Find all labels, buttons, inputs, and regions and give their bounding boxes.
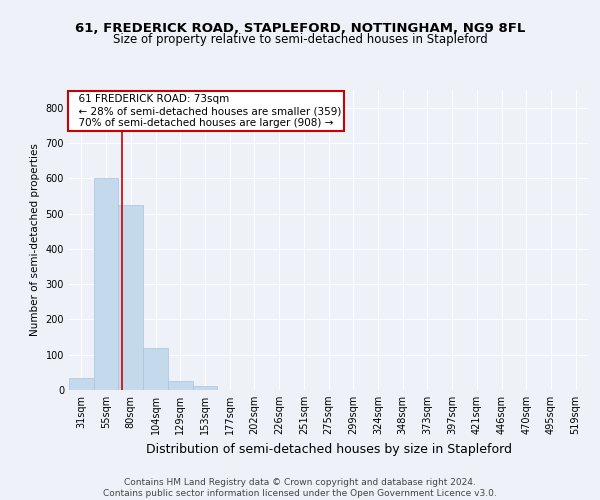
- Text: Size of property relative to semi-detached houses in Stapleford: Size of property relative to semi-detach…: [113, 32, 487, 46]
- Text: 61 FREDERICK ROAD: 73sqm
  ← 28% of semi-detached houses are smaller (359)
  70%: 61 FREDERICK ROAD: 73sqm ← 28% of semi-d…: [71, 94, 341, 128]
- Y-axis label: Number of semi-detached properties: Number of semi-detached properties: [30, 144, 40, 336]
- Text: Contains HM Land Registry data © Crown copyright and database right 2024.
Contai: Contains HM Land Registry data © Crown c…: [103, 478, 497, 498]
- Text: 61, FREDERICK ROAD, STAPLEFORD, NOTTINGHAM, NG9 8FL: 61, FREDERICK ROAD, STAPLEFORD, NOTTINGH…: [75, 22, 525, 36]
- Bar: [168, 381, 193, 390]
- Bar: [143, 348, 168, 390]
- Bar: [193, 386, 217, 390]
- X-axis label: Distribution of semi-detached houses by size in Stapleford: Distribution of semi-detached houses by …: [146, 442, 511, 456]
- Bar: [118, 204, 143, 390]
- Bar: [69, 378, 94, 390]
- Bar: [94, 178, 118, 390]
